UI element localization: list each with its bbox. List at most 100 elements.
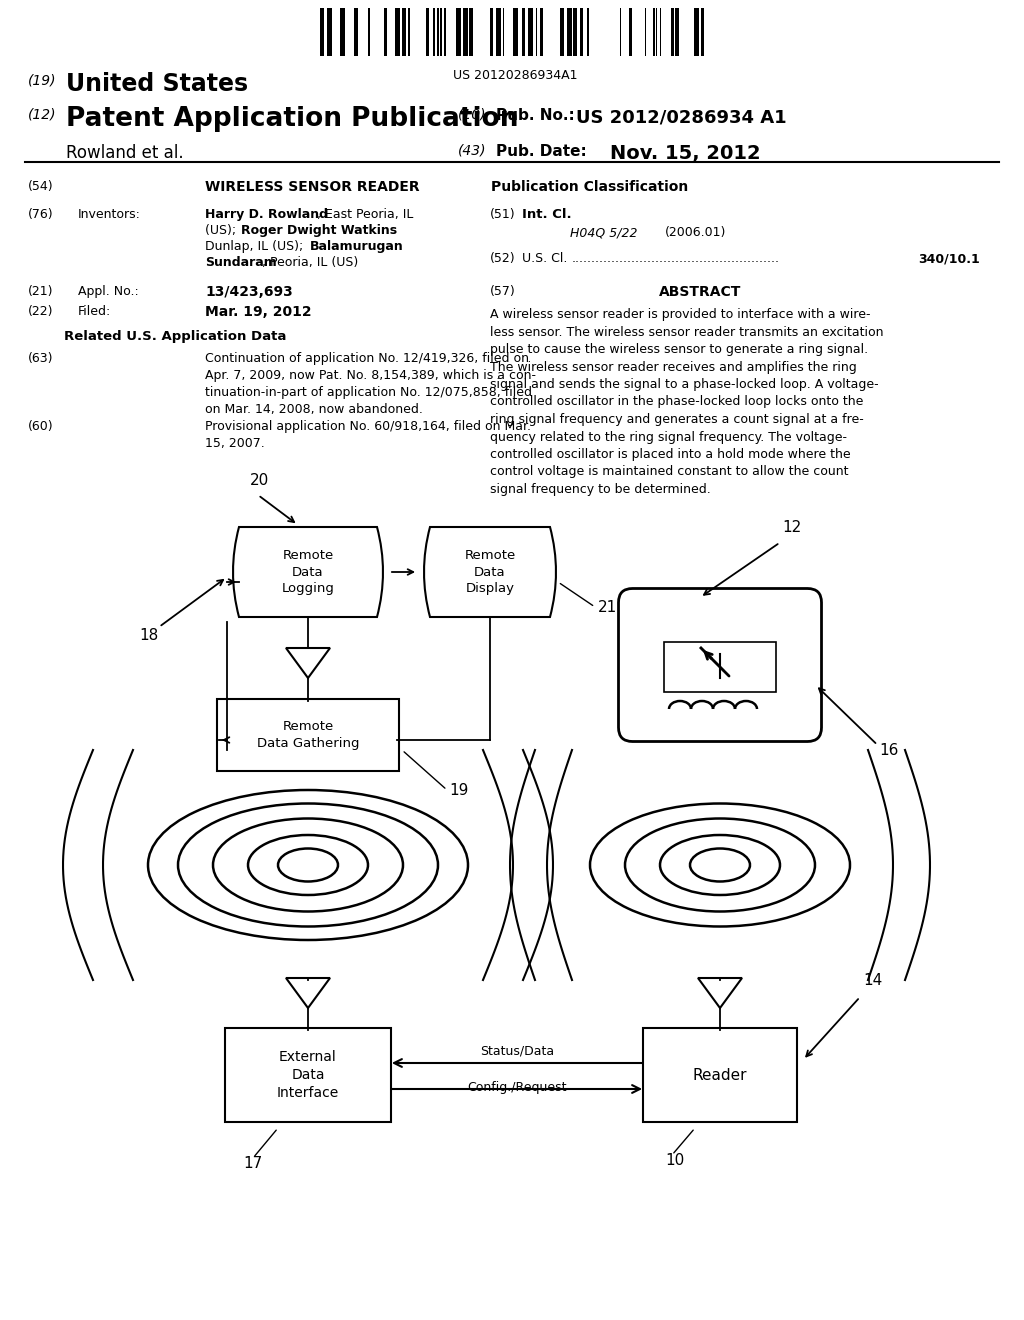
Text: Config./Request: Config./Request	[467, 1081, 566, 1094]
Text: Mar. 19, 2012: Mar. 19, 2012	[205, 305, 311, 319]
Text: US 2012/0286934 A1: US 2012/0286934 A1	[575, 108, 786, 125]
Text: ....................................................: ........................................…	[572, 252, 780, 265]
Bar	[354, 8, 358, 55]
Text: (57): (57)	[490, 285, 516, 298]
Bar	[395, 8, 400, 55]
Text: Rowland et al.: Rowland et al.	[66, 144, 183, 162]
FancyBboxPatch shape	[618, 589, 821, 742]
Text: (60): (60)	[28, 420, 53, 433]
Text: A wireless sensor reader is provided to interface with a wire-
less sensor. The : A wireless sensor reader is provided to …	[490, 308, 884, 496]
Text: Related U.S. Application Data: Related U.S. Application Data	[63, 330, 286, 343]
Text: External
Data
Interface: External Data Interface	[276, 1051, 339, 1100]
Text: 21: 21	[598, 601, 617, 615]
Bar	[408, 8, 410, 55]
Text: Nov. 15, 2012: Nov. 15, 2012	[610, 144, 761, 162]
Bar	[540, 8, 543, 55]
Text: (76): (76)	[28, 209, 53, 220]
Bar	[319, 8, 324, 55]
Bar	[437, 8, 439, 55]
Bar	[513, 8, 518, 55]
Bar	[426, 8, 429, 55]
Text: Filed:: Filed:	[78, 305, 112, 318]
Bar	[694, 8, 699, 55]
Text: U.S. Cl.: U.S. Cl.	[522, 252, 567, 265]
FancyBboxPatch shape	[643, 1028, 797, 1122]
Text: (43): (43)	[458, 144, 486, 158]
Bar	[402, 8, 406, 55]
Text: H04Q 5/22: H04Q 5/22	[570, 226, 638, 239]
Bar	[340, 8, 345, 55]
Bar	[368, 8, 370, 55]
Bar	[671, 8, 674, 55]
Polygon shape	[698, 978, 742, 1008]
Text: (19): (19)	[28, 74, 56, 88]
Text: (US);: (US);	[205, 224, 240, 238]
Text: Remote
Data
Logging: Remote Data Logging	[282, 549, 335, 595]
Text: 10: 10	[665, 1152, 684, 1168]
Bar	[567, 8, 572, 55]
Text: Publication Classification: Publication Classification	[492, 180, 688, 194]
Bar	[469, 8, 473, 55]
Bar	[701, 8, 705, 55]
Text: 13/423,693: 13/423,693	[205, 285, 293, 300]
Bar	[384, 8, 387, 55]
Text: 18: 18	[139, 628, 159, 643]
Text: Harry D. Rowland: Harry D. Rowland	[205, 209, 328, 220]
Text: 340/10.1: 340/10.1	[919, 252, 980, 265]
Text: Remote
Data Gathering: Remote Data Gathering	[257, 721, 359, 750]
Text: United States: United States	[66, 73, 248, 96]
Bar	[580, 8, 583, 55]
Bar	[444, 8, 446, 55]
Text: Inventors:: Inventors:	[78, 209, 141, 220]
Text: 19: 19	[449, 783, 468, 799]
Text: Reader: Reader	[693, 1068, 748, 1082]
Polygon shape	[286, 648, 330, 678]
Text: Status/Data: Status/Data	[480, 1045, 554, 1059]
Text: Balamurugan: Balamurugan	[310, 240, 403, 253]
Text: (63): (63)	[28, 352, 53, 366]
Bar	[675, 8, 679, 55]
Bar	[629, 8, 632, 55]
Text: Patent Application Publication: Patent Application Publication	[66, 106, 518, 132]
Text: US 20120286934A1: US 20120286934A1	[453, 69, 578, 82]
Bar	[573, 8, 577, 55]
Bar	[456, 8, 461, 55]
Text: (2006.01): (2006.01)	[665, 226, 726, 239]
Text: (12): (12)	[28, 108, 56, 121]
Text: , Peoria, IL (US): , Peoria, IL (US)	[262, 256, 358, 269]
Text: ABSTRACT: ABSTRACT	[658, 285, 741, 300]
Bar	[496, 8, 501, 55]
Text: Dunlap, IL (US);: Dunlap, IL (US);	[205, 240, 307, 253]
Text: Roger Dwight Watkins: Roger Dwight Watkins	[241, 224, 397, 238]
Bar	[490, 8, 493, 55]
Text: Int. Cl.: Int. Cl.	[522, 209, 571, 220]
Text: Continuation of application No. 12/419,326, filed on
Apr. 7, 2009, now Pat. No. : Continuation of application No. 12/419,3…	[205, 352, 536, 416]
Bar	[433, 8, 435, 55]
Text: 20: 20	[250, 473, 269, 488]
Text: 14: 14	[863, 973, 883, 987]
Bar	[327, 8, 332, 55]
Text: Pub. No.:: Pub. No.:	[496, 108, 574, 123]
Bar	[440, 8, 442, 55]
Text: WIRELESS SENSOR READER: WIRELESS SENSOR READER	[205, 180, 420, 194]
Text: Pub. Date:: Pub. Date:	[496, 144, 587, 158]
Text: (51): (51)	[490, 209, 516, 220]
FancyBboxPatch shape	[225, 1028, 391, 1122]
PathPatch shape	[233, 527, 383, 616]
Text: 12: 12	[782, 520, 801, 536]
Bar	[522, 8, 525, 55]
Text: 16: 16	[880, 743, 899, 758]
Text: (52): (52)	[490, 252, 516, 265]
Bar	[528, 8, 534, 55]
Text: (21): (21)	[28, 285, 53, 298]
Bar	[653, 8, 655, 55]
Text: Provisional application No. 60/918,164, filed on Mar.
15, 2007.: Provisional application No. 60/918,164, …	[205, 420, 531, 450]
Bar	[463, 8, 468, 55]
FancyBboxPatch shape	[664, 642, 776, 692]
FancyBboxPatch shape	[217, 700, 399, 771]
Text: , East Peoria, IL: , East Peoria, IL	[317, 209, 414, 220]
Bar	[587, 8, 589, 55]
Text: 17: 17	[243, 1156, 262, 1171]
Polygon shape	[286, 978, 330, 1008]
Text: (10): (10)	[458, 108, 486, 121]
